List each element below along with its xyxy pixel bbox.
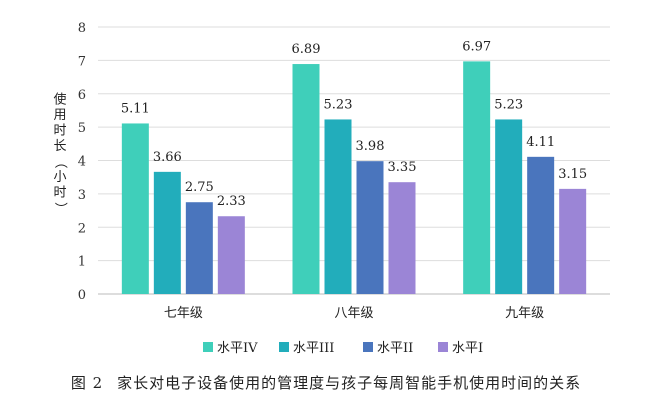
y-axis-label-char: 长 (53, 139, 66, 154)
bars (121, 61, 587, 294)
legend: 水平IV 水平III 水平II 水平I (203, 341, 483, 356)
x-category-label: 七年级 (164, 306, 203, 321)
y-tick-label: 3 (78, 188, 86, 203)
bar (121, 123, 149, 294)
y-tick-label: 7 (78, 54, 86, 69)
data-label: 2.33 (217, 194, 246, 209)
data-label: 5.11 (121, 101, 150, 116)
bar (495, 119, 523, 294)
data-label: 3.35 (388, 160, 417, 175)
data-label: 4.11 (526, 135, 555, 150)
y-axis-label-char: ） (53, 202, 68, 215)
caption-number: 图 2 (70, 374, 104, 392)
bar (185, 202, 213, 294)
bar (388, 182, 416, 294)
y-axis-label-char: 使 (53, 92, 66, 108)
data-labels: 5.11 3.662.752.33 6.89 5.23 3.983.35 6.97 5.23… (121, 39, 587, 209)
legend-label: 水平IV (217, 341, 258, 356)
data-label: 3.98 (356, 139, 385, 154)
legend-swatch (363, 342, 373, 352)
y-tick-label: 2 (78, 221, 86, 236)
bar (463, 61, 491, 294)
data-label: 3.15 (558, 167, 587, 182)
bar (559, 188, 587, 294)
data-label: 2.75 (185, 180, 214, 195)
caption-text: 家长对电子设备使用的管理度与孩子每周智能手机使用时间的关系 (117, 374, 582, 392)
y-tick-label: 8 (78, 21, 86, 36)
y-tick-label: 5 (78, 121, 86, 136)
y-tick-label: 1 (78, 255, 86, 270)
bar (527, 156, 555, 294)
data-label: 5.23 (324, 97, 353, 112)
data-label: 6.97 (462, 39, 491, 54)
x-category-label: 九年级 (505, 306, 544, 321)
legend-swatch (279, 342, 289, 352)
legend-label: 水平I (452, 341, 483, 356)
figure-caption: 图 2 家长对电子设备使用的管理度与孩子每周智能手机使用时间的关系 (0, 372, 652, 393)
bar (153, 171, 181, 294)
legend-label: 水平II (377, 341, 413, 356)
x-category-label: 八年级 (334, 306, 373, 321)
bar (217, 216, 245, 294)
y-axis-ticks: 0 1 2 3 4 5 6 7 8 (78, 21, 86, 303)
legend-swatch (203, 342, 213, 352)
y-tick-label: 6 (78, 88, 86, 103)
y-tick-label: 0 (78, 288, 86, 303)
x-axis-categories: 七年级 八年级 九年级 (164, 306, 544, 321)
y-axis-label-char: 小 (53, 170, 66, 185)
data-label: 6.89 (292, 42, 321, 57)
bar (324, 119, 352, 294)
y-axis-label-char: 时 (53, 186, 66, 201)
legend-swatch (438, 342, 448, 352)
y-tick-label: 4 (78, 155, 86, 170)
y-axis-label-char: 时 (53, 124, 66, 139)
bar (292, 64, 320, 294)
y-axis-label-char: 用 (53, 108, 66, 123)
bar (356, 161, 384, 294)
legend-label: 水平III (293, 341, 334, 356)
gridlines (98, 26, 610, 295)
y-axis-label-char: （ (53, 155, 68, 168)
data-label: 3.66 (153, 150, 182, 165)
data-label: 5.23 (494, 97, 523, 112)
